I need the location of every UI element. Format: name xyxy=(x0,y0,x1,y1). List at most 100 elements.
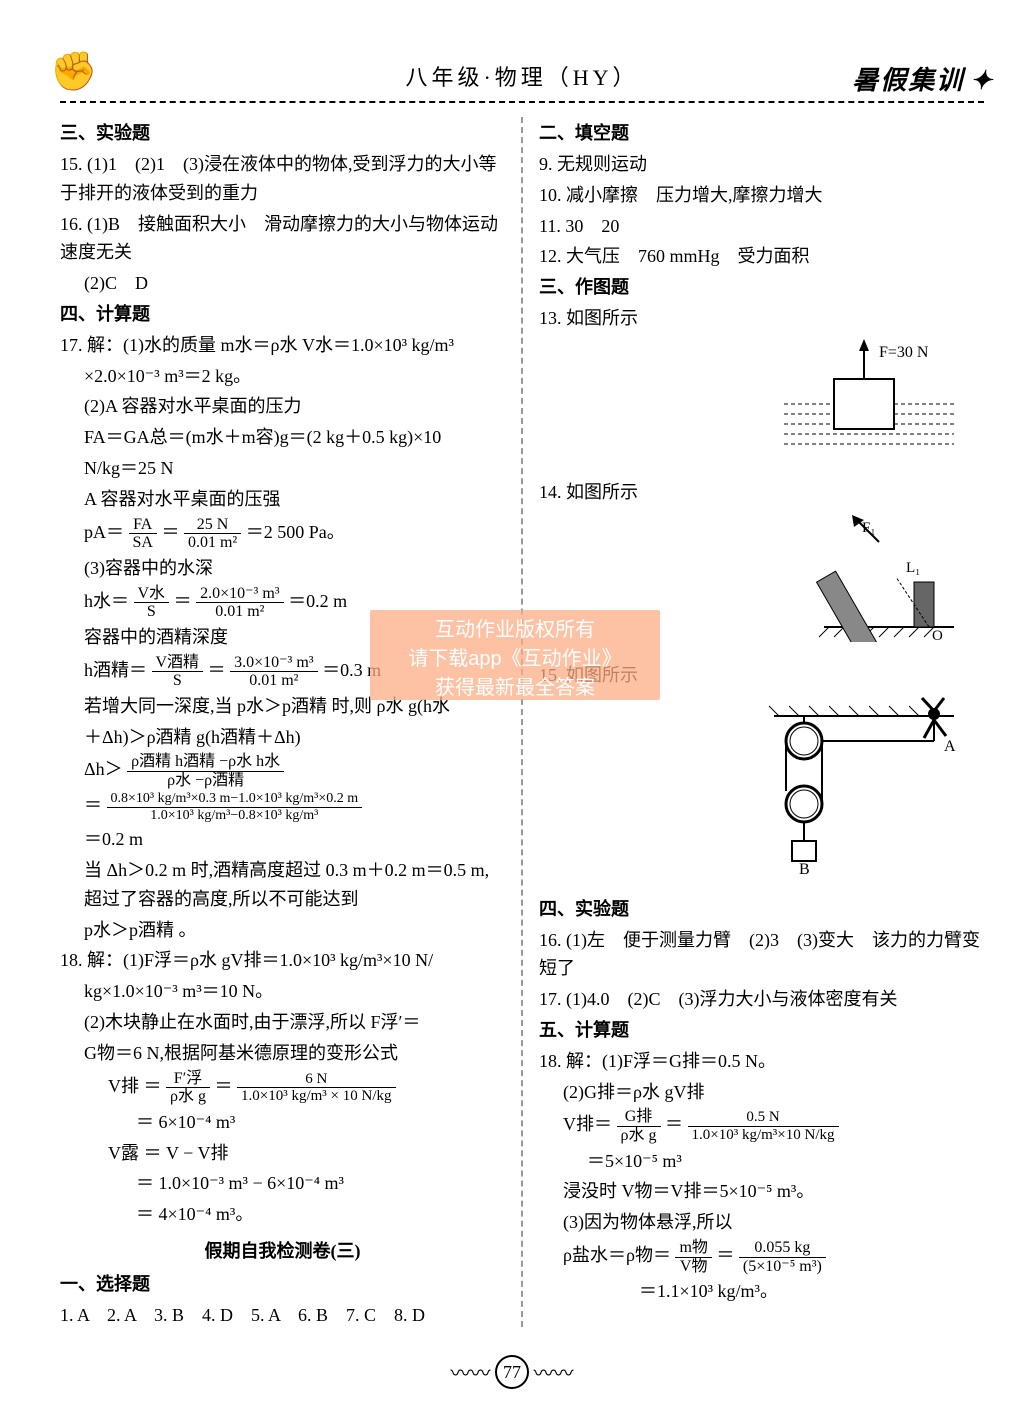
left-column: 三、实验题 15. (1)1 (2)1 (3)浸在液体中的物体,受到浮力的大小等… xyxy=(60,117,505,1327)
column-divider xyxy=(521,117,523,1327)
test-title: 假期自我检测卷(三) xyxy=(60,1237,505,1266)
q16b: (2)C D xyxy=(60,269,505,298)
fig13-svg: F=30 N xyxy=(764,339,964,459)
q18a: 18. 解：(1)F浮＝ρ水 gV排＝1.0×10³ kg/m³×10 N/ xyxy=(60,946,505,975)
q17c: (2)A 容器对水平桌面的压力 xyxy=(60,392,505,421)
pre: ＝ xyxy=(84,796,102,816)
content-columns: 三、实验题 15. (1)1 (2)1 (3)浸在液体中的物体,受到浮力的大小等… xyxy=(60,117,984,1327)
frac1: V水S xyxy=(134,585,170,621)
page-header: ✊ 八年级·物理（HY） 暑假集训 xyxy=(60,60,984,103)
mc-head: 一、选择题 xyxy=(60,1270,505,1299)
frac1: FASA xyxy=(129,516,157,552)
frac: ρ酒精 h酒精 −ρ水 h水ρ水 −ρ酒精 xyxy=(127,753,284,789)
eq: ＝ xyxy=(161,522,179,542)
frac1: V酒精S xyxy=(152,654,204,690)
figure-15: A B xyxy=(539,696,984,885)
fig14-o: O xyxy=(932,628,943,642)
frac2: 0.5 N1.0×10³ kg/m³×10 N/kg xyxy=(688,1109,839,1143)
q17g: pA＝ FASA ＝ 25 N0.01 m² ＝2 500 Pa。 xyxy=(60,516,505,552)
q17a: 17. 解：(1)水的质量 m水＝ρ水 V水＝1.0×10³ kg/m³ xyxy=(60,331,505,360)
q17e: N/kg＝25 N xyxy=(60,454,505,483)
frac2: 25 N0.01 m² xyxy=(184,516,241,552)
q17h: (3)容器中的水深 xyxy=(60,554,505,583)
r17: 17. (1)4.0 (2)C (3)浮力大小与液体密度有关 xyxy=(539,985,984,1014)
r13: 13. 如图所示 xyxy=(539,304,984,333)
pre: Δh＞ xyxy=(84,760,123,780)
r18h: ＝1.1×10³ kg/m³。 xyxy=(539,1277,984,1306)
frac2: 2.0×10⁻³ m³0.01 m² xyxy=(196,585,284,621)
frac1: F′浮ρ水 g xyxy=(166,1070,210,1106)
r18b: (2)G排＝ρ水 gV排 xyxy=(539,1078,984,1107)
r9: 9. 无规则运动 xyxy=(539,150,984,179)
lhs: h酒精＝ xyxy=(84,660,147,680)
q16a: 16. (1)B 接触面积大小 滑动摩擦力的大小与物体运动速度无关 xyxy=(60,210,505,268)
fig15-b: B xyxy=(799,861,810,876)
header-title: 八年级·物理（HY） xyxy=(405,60,638,95)
rhs: ＝2 500 Pa。 xyxy=(246,522,345,542)
fig15-svg: A B xyxy=(744,696,964,876)
swirl-icon: 〰〰 xyxy=(534,1358,574,1390)
exp-head: 四、实验题 xyxy=(539,895,984,924)
q17p: ＝0.2 m xyxy=(60,825,505,854)
frac2: 0.055 kg(5×10⁻⁵ m³) xyxy=(739,1239,826,1275)
q17r: p水＞p酒精 。 xyxy=(60,916,505,945)
q18d: G物＝6 N,根据阿基米德原理的变形公式 xyxy=(60,1039,505,1068)
r18e: 浸没时 V物＝V排＝5×10⁻⁵ m³。 xyxy=(539,1177,984,1206)
eq: ＝ xyxy=(208,660,226,680)
q17o: ＝ 0.8×10³ kg/m³×0.3 m−1.0×10³ kg/m³×0.2 … xyxy=(60,791,505,823)
lhs: h水＝ xyxy=(84,591,129,611)
lhs: V排 ＝ xyxy=(108,1076,162,1096)
draw-head: 三、作图题 xyxy=(539,273,984,302)
q17f: A 容器对水平桌面的压强 xyxy=(60,485,505,514)
eq: ＝ xyxy=(665,1115,683,1135)
r18g: ρ盐水＝ρ物＝ m物V物 ＝ 0.055 kg(5×10⁻⁵ m³) xyxy=(539,1239,984,1275)
right-column: 二、填空题 9. 无规则运动 10. 减小摩擦 压力增大,摩擦力增大 11. 3… xyxy=(539,117,984,1327)
q18e: V排 ＝ F′浮ρ水 g ＝ 6 N1.0×10³ kg/m³ × 10 N/k… xyxy=(60,1070,505,1106)
fist-icon: ✊ xyxy=(50,42,97,103)
fig14-svg: F₁ L₁ O xyxy=(814,512,964,642)
q15: 15. (1)1 (2)1 (3)浸在液体中的物体,受到浮力的大小等于排开的液体… xyxy=(60,150,505,208)
r14: 14. 如图所示 xyxy=(539,478,984,507)
wm-l1: 互动作业版权所有 xyxy=(370,616,660,645)
q18f: ＝ 6×10⁻⁴ m³ xyxy=(60,1108,505,1137)
lhs: ρ盐水＝ρ物＝ xyxy=(563,1245,671,1265)
page-footer: 〰〰 77 〰〰 xyxy=(0,1355,1024,1390)
wm-l3: 获得最新最全答案 xyxy=(370,674,660,703)
frac2: 6 N1.0×10³ kg/m³ × 10 N/kg xyxy=(237,1071,396,1105)
banner-text: 暑假集训 xyxy=(852,60,994,102)
swirl-icon: 〰〰 xyxy=(451,1358,491,1390)
eq: ＝ xyxy=(716,1245,734,1265)
fill-head: 二、填空题 xyxy=(539,119,984,148)
fig15-a: A xyxy=(944,738,956,755)
sec-experiment: 三、实验题 xyxy=(60,119,505,148)
q17q: 当 Δh＞0.2 m 时,酒精高度超过 0.3 m＋0.2 m＝0.5 m,超过… xyxy=(60,856,505,914)
watermark: 互动作业版权所有 请下载app《互动作业》 获得最新最全答案 xyxy=(370,610,660,700)
fig14-f: F₁ xyxy=(862,520,876,536)
frac1: m物V物 xyxy=(675,1239,711,1275)
frac2: 3.0×10⁻³ m³0.01 m² xyxy=(230,654,318,690)
lhs: V排＝ xyxy=(563,1115,612,1135)
r11: 11. 30 20 xyxy=(539,212,984,241)
fig13-label: F=30 N xyxy=(879,344,929,361)
q17n: Δh＞ ρ酒精 h酒精 −ρ水 h水ρ水 −ρ酒精 xyxy=(60,753,505,789)
eq: ＝ xyxy=(215,1076,233,1096)
rhs: ＝0.2 m xyxy=(288,591,347,611)
wm-l2: 请下载app《互动作业》 xyxy=(370,645,660,674)
q18c: (2)木块静止在水面时,由于漂浮,所以 F浮′＝ xyxy=(60,1008,505,1037)
lhs: pA＝ xyxy=(84,522,124,542)
r12: 12. 大气压 760 mmHg 受力面积 xyxy=(539,242,984,271)
q17b: ×2.0×10⁻³ m³＝2 kg。 xyxy=(60,362,505,391)
page-number: 77 xyxy=(495,1355,529,1389)
q18i: ＝ 4×10⁻⁴ m³。 xyxy=(60,1200,505,1229)
mc-answers: 1. A 2. A 3. B 4. D 5. A 6. B 7. C 8. D xyxy=(60,1301,505,1330)
q17d: FA＝GA总＝(m水＋m容)g＝(2 kg＋0.5 kg)×10 xyxy=(60,423,505,452)
frac1: G排ρ水 g xyxy=(617,1108,661,1144)
r18c: V排＝ G排ρ水 g ＝ 0.5 N1.0×10³ kg/m³×10 N/kg xyxy=(539,1108,984,1144)
r16: 16. (1)左 便于测量力臂 (2)3 (3)变大 该力的力臂变短了 xyxy=(539,926,984,984)
frac: 0.8×10³ kg/m³×0.3 m−1.0×10³ kg/m³×0.2 m1… xyxy=(107,791,363,823)
r18f: (3)因为物体悬浮,所以 xyxy=(539,1208,984,1237)
fig14-l: L₁ xyxy=(906,560,920,576)
sec-calc: 四、计算题 xyxy=(60,300,505,329)
calc-head: 五、计算题 xyxy=(539,1016,984,1045)
q18b: kg×1.0×10⁻³ m³＝10 N。 xyxy=(60,977,505,1006)
